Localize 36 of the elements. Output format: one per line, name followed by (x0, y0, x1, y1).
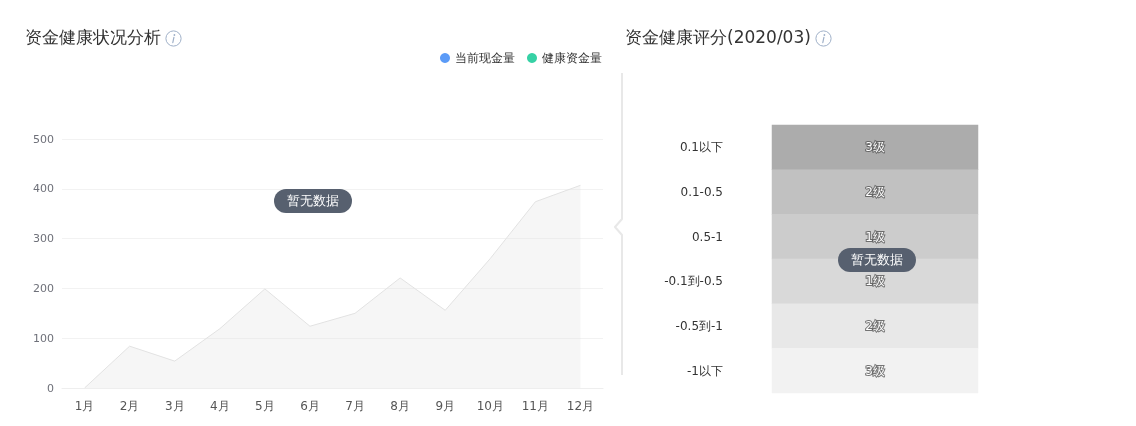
y-tick-label: 200 (33, 281, 54, 295)
y-tick-label: 100 (33, 331, 54, 345)
x-tick-label: 10月 (476, 399, 504, 413)
x-tick-label: 8月 (390, 399, 410, 413)
data-label: 2级 (865, 319, 885, 333)
y-tick-label: 0.1-0.5 (680, 185, 723, 199)
annotation: 暂无数据 (838, 248, 916, 272)
data-label: 3级 (865, 363, 885, 378)
data-label: 2级 (865, 185, 885, 199)
x-tick-label: 5月 (255, 399, 275, 413)
x-tick-label: 2月 (119, 399, 140, 413)
x-tick-label: 4月 (209, 399, 230, 413)
data-label: 1级 (865, 229, 885, 244)
x-tick-label: 3月 (164, 399, 185, 413)
y-tick-label: 0 (47, 381, 54, 395)
y-tick-label: 400 (33, 182, 54, 196)
x-tick-label: 12月 (566, 399, 595, 413)
y-tick-label: 500 (33, 132, 54, 146)
chart-title: 资金健康评分(2020/03) (625, 27, 811, 47)
legend-label: 健康资金量 (542, 51, 602, 65)
x-tick-label: 9月 (435, 399, 456, 413)
legend-label: 当前现金量 (455, 51, 515, 65)
x-tick-label: 6月 (300, 399, 320, 413)
y-tick-label: 0.1以下 (679, 140, 723, 155)
chart-title: 资金健康状况分析 (25, 27, 161, 47)
y-tick-label: 0.5-1 (691, 229, 723, 244)
x-tick-label: 11月 (521, 399, 550, 413)
y-tick-label: 300 (33, 232, 54, 246)
y-tick-label: -0.5到-1 (675, 319, 723, 333)
data-label: 3级 (865, 140, 885, 155)
x-tick-label: 1月 (74, 399, 95, 413)
annotation: 暂无数据 (274, 189, 352, 213)
y-tick-label: -0.1到-0.5 (664, 274, 723, 289)
data-label: 1级 (865, 274, 885, 289)
y-tick-label: -1以下 (687, 363, 723, 378)
x-tick-label: 7月 (345, 399, 365, 413)
